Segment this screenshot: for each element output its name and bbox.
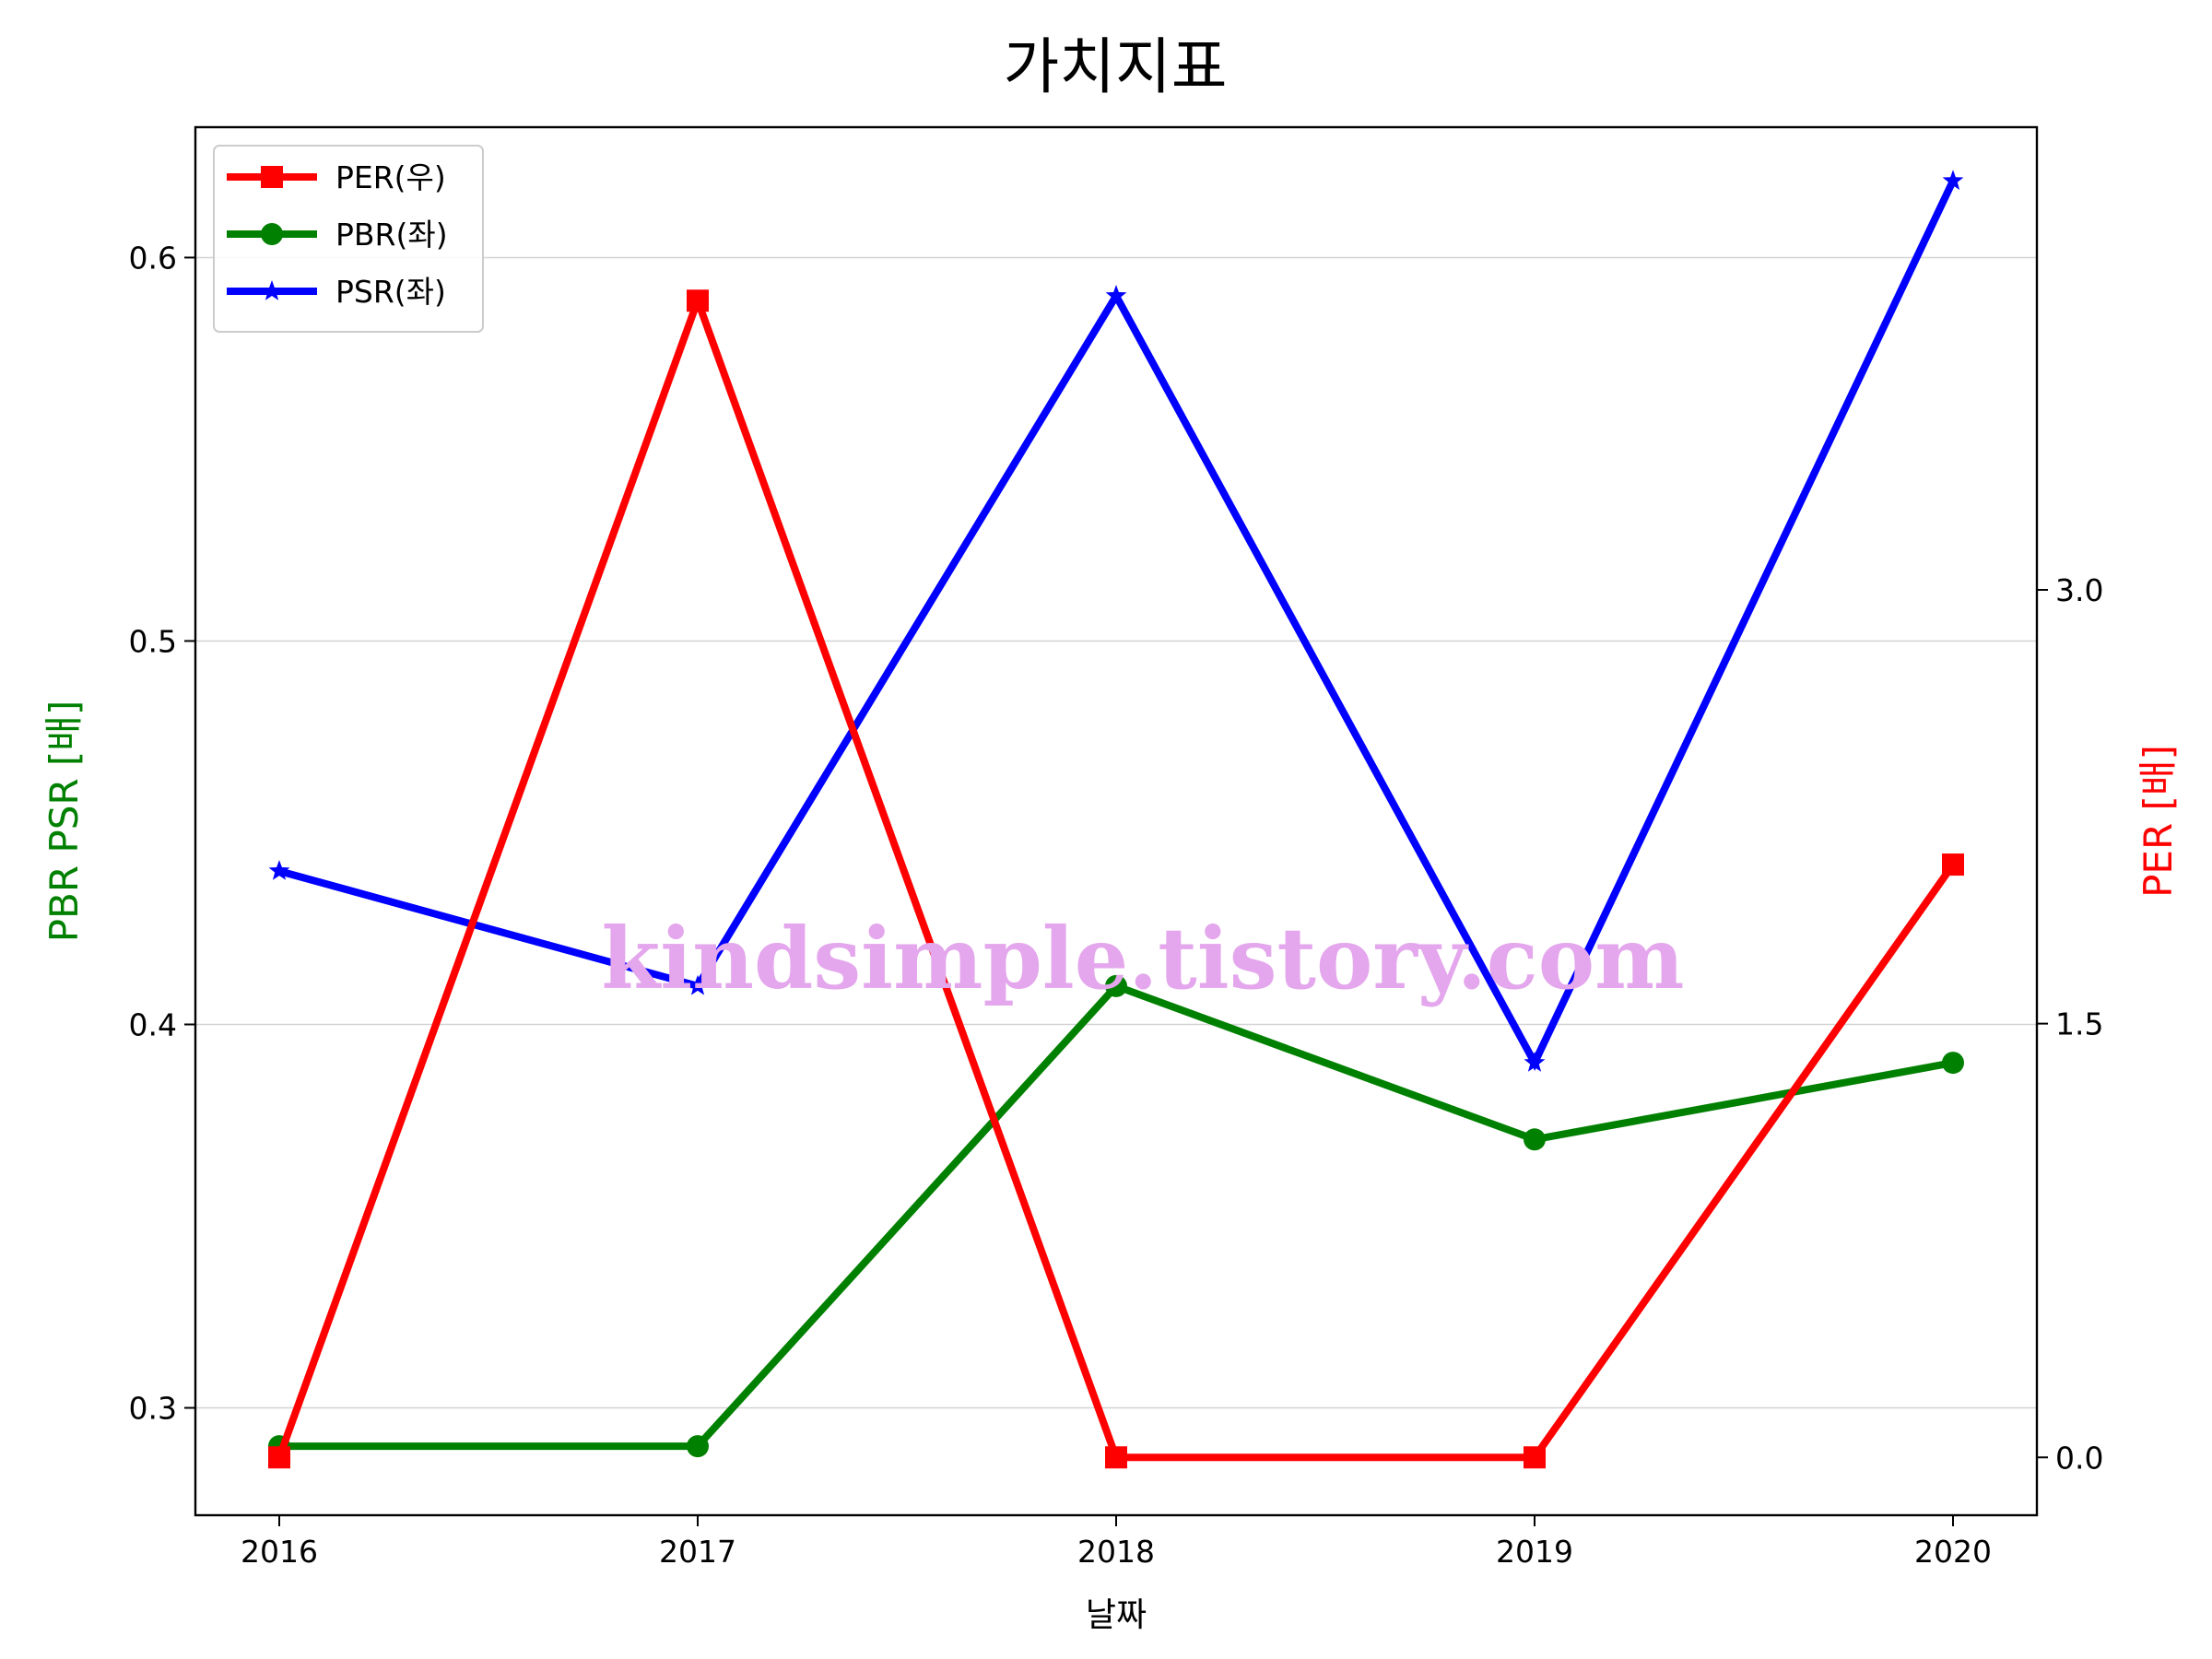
right-y-tick-label: 0.0 (2055, 1440, 2103, 1476)
right-y-tick-label: 3.0 (2055, 572, 2103, 608)
legend-item: PER(우) (227, 159, 446, 195)
left-y-axis-ticks: 0.3 0.4 0.5 0.6 (129, 240, 195, 1427)
left-y-tick-label: 0.5 (129, 623, 177, 659)
data-point-marker (1942, 1052, 1964, 1075)
legend-label: PER(우) (335, 159, 446, 195)
x-tick-label: 2017 (659, 1534, 736, 1570)
right-y-axis-label: PER [배] (2136, 745, 2181, 898)
data-point-marker (687, 1435, 709, 1458)
x-tick-label: 2019 (1496, 1534, 1573, 1570)
series-per (268, 289, 1964, 1469)
data-point-marker (268, 860, 290, 880)
left-y-axis-label: PBR PSR [배] (41, 700, 87, 943)
x-tick-label: 2020 (1914, 1534, 1992, 1570)
chart-title: 가치지표 (1004, 31, 1228, 102)
data-point-marker (1524, 1446, 1546, 1469)
legend-label: PBR(좌) (335, 217, 448, 253)
data-point-marker (1105, 974, 1127, 997)
legend: PER(우) PBR(좌) PSR(좌) (213, 145, 484, 333)
data-point-marker (687, 974, 709, 995)
legend-marker (261, 280, 283, 300)
series-pbr (268, 974, 1964, 1458)
data-point-marker (1105, 285, 1127, 305)
data-point-marker (1524, 1052, 1546, 1072)
data-point-marker (1942, 170, 1964, 190)
legend-item: PBR(좌) (227, 217, 448, 253)
right-y-axis-ticks: 0.0 1.5 3.0 (2037, 572, 2103, 1476)
data-point-marker (1105, 1446, 1127, 1469)
legend-items: PER(우) PBR(좌) PSR(좌) (227, 159, 448, 310)
left-y-tick-label: 0.4 (129, 1006, 177, 1042)
x-tick-label: 2016 (241, 1534, 318, 1570)
legend-box (213, 145, 484, 333)
x-axis-ticks: 2016 2017 2018 2019 2020 (241, 1515, 1992, 1570)
right-y-tick-label: 1.5 (2055, 1006, 2103, 1042)
data-point-marker (687, 289, 709, 312)
data-point-marker (1524, 1128, 1546, 1151)
data-point-marker (268, 1446, 290, 1469)
series-psr (268, 170, 1964, 1072)
x-tick-label: 2018 (1077, 1534, 1155, 1570)
x-axis-label: 날짜 (1086, 1596, 1147, 1634)
data-point-marker (1942, 853, 1964, 877)
legend-label: PSR(좌) (335, 274, 446, 310)
left-y-tick-label: 0.6 (129, 240, 177, 276)
legend-marker (261, 166, 283, 188)
grid-lines (195, 256, 2037, 1409)
watermark-text: kindsimple.tistory.com (601, 909, 1684, 1008)
left-y-tick-label: 0.3 (129, 1391, 177, 1427)
legend-item: PSR(좌) (227, 274, 446, 310)
legend-marker (261, 223, 283, 245)
series-lines (268, 170, 1964, 1469)
